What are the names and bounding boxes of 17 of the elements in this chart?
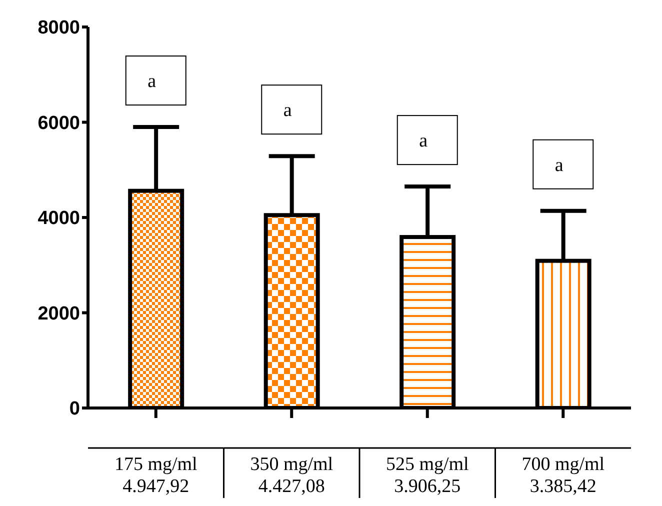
x-tick-label: 525 mg/ml 3.906,25 (386, 454, 469, 497)
y-tick-label: 4000 (38, 208, 80, 230)
y-tick-label: 8000 (38, 18, 80, 39)
annotation: a (419, 130, 428, 152)
label-box: a (125, 56, 186, 106)
annotation: a (554, 154, 564, 176)
label-box: a (396, 115, 458, 166)
label-box: a (532, 139, 594, 190)
annotation: a (148, 71, 157, 92)
y-tick-label: 2000 (38, 303, 80, 324)
y-tick-label: 6000 (38, 112, 80, 134)
y-tick-label: 0 (69, 398, 80, 420)
x-tick-label: 175 mg/ml 4.947,92 (114, 454, 198, 497)
label-box: a (261, 84, 322, 135)
x-tick-label: 350 mg/ml 4.427,08 (250, 454, 334, 497)
x-tick-label: 700 mg/ml 3.385,42 (522, 454, 605, 497)
annotation: a (283, 100, 292, 122)
